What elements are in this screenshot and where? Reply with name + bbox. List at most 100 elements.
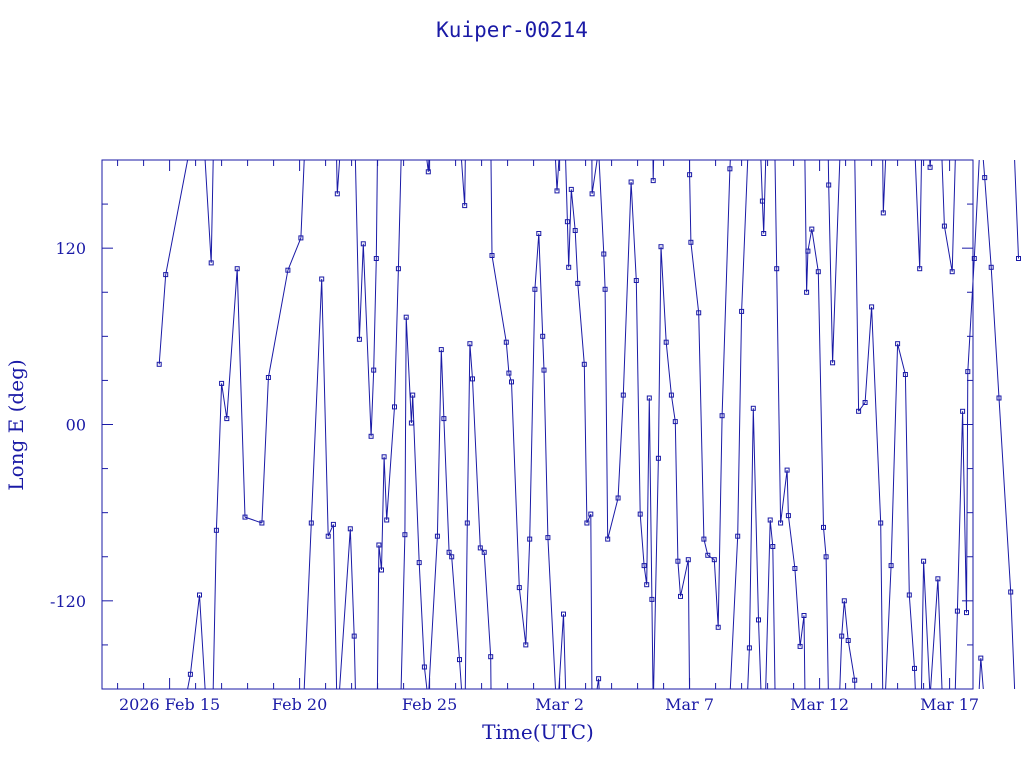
data-point: [678, 593, 683, 599]
data-point: [971, 256, 977, 261]
data-point: [917, 266, 923, 272]
data-point: [672, 419, 678, 425]
data-point: [655, 455, 661, 461]
data-point: [650, 178, 656, 184]
data-points: [156, 164, 1021, 683]
x-tick-label: Mar 2: [535, 695, 584, 714]
data-point: [821, 524, 826, 530]
data-point: [527, 536, 533, 542]
data-point: [880, 210, 886, 216]
data-point: [719, 413, 725, 419]
data-point: [566, 264, 572, 270]
data-point: [727, 166, 733, 172]
data-point: [467, 341, 473, 347]
data-point: [446, 549, 452, 555]
data-point: [778, 520, 784, 526]
data-point: [658, 244, 664, 250]
data-point: [935, 576, 941, 582]
data-point: [581, 361, 587, 367]
data-point: [687, 172, 693, 178]
data-point: [784, 467, 790, 473]
data-point: [588, 511, 594, 517]
data-point: [234, 266, 240, 272]
data-point: [912, 665, 917, 671]
data-point: [575, 280, 581, 286]
data-point: [541, 367, 547, 373]
data-point: [462, 203, 468, 209]
data-point: [960, 408, 966, 414]
data-point: [265, 375, 271, 380]
data-point: [688, 239, 694, 245]
data-point: [641, 563, 647, 569]
data-point: [368, 433, 374, 439]
chart-title: Kuiper-00214: [436, 18, 588, 42]
data-point: [605, 536, 611, 542]
data-point: [826, 182, 832, 188]
data-point: [767, 517, 773, 523]
data-point: [379, 567, 384, 573]
x-axis-label: Time(UTC): [482, 720, 594, 744]
data-point: [330, 521, 336, 527]
data-point: [540, 333, 546, 339]
data-point: [163, 272, 169, 278]
data-point: [988, 264, 994, 270]
x-tick-label: 2026 Feb 15: [119, 695, 220, 714]
data-point: [416, 560, 422, 566]
data-point: [308, 520, 314, 526]
data-point: [792, 566, 798, 571]
data-point: [564, 219, 570, 225]
data-point: [395, 266, 401, 272]
data-point: [219, 380, 225, 386]
y-tick-label: 00: [66, 416, 86, 435]
data-point: [705, 552, 711, 558]
data-point: [457, 657, 462, 663]
data-point: [739, 308, 745, 314]
y-tick-label: 120: [55, 239, 86, 258]
data-point: [902, 372, 908, 377]
data-point: [554, 188, 560, 194]
data-point: [285, 267, 291, 273]
data-point: [470, 376, 475, 382]
data-point: [921, 558, 927, 564]
data-point: [516, 585, 522, 591]
data-point: [481, 549, 487, 555]
x-tick-label: Feb 25: [402, 695, 457, 714]
data-point: [965, 369, 971, 375]
data-point: [224, 416, 230, 422]
data-point: [373, 256, 379, 261]
data-point: [949, 269, 955, 275]
data-point: [785, 513, 791, 519]
data-point: [761, 231, 767, 236]
data-point: [615, 495, 621, 501]
data-point: [1016, 256, 1021, 261]
data-point: [964, 610, 969, 616]
data-point: [545, 535, 551, 541]
data-point: [830, 360, 836, 366]
data-point: [628, 179, 634, 185]
data-point: [259, 520, 265, 526]
data-point: [381, 454, 387, 460]
data-point: [711, 557, 717, 563]
data-point: [356, 336, 362, 342]
data-point: [637, 511, 643, 517]
data-point: [425, 169, 431, 175]
data-point: [696, 310, 702, 316]
data-point: [852, 677, 858, 683]
data-point: [589, 191, 595, 197]
data-point: [334, 191, 340, 197]
data-point: [809, 226, 815, 232]
x-tick-label: Mar 7: [665, 695, 714, 714]
data-point: [441, 416, 447, 422]
data-point: [633, 278, 639, 283]
data-point: [770, 544, 776, 549]
data-point: [325, 533, 331, 539]
data-point: [536, 231, 542, 236]
data-point: [839, 633, 845, 639]
data-point: [862, 400, 868, 405]
data-point: [895, 341, 901, 347]
data-point: [408, 420, 414, 426]
data-point: [982, 175, 988, 181]
data-point: [208, 260, 214, 266]
data-point: [685, 557, 691, 563]
data-point: [715, 624, 721, 630]
